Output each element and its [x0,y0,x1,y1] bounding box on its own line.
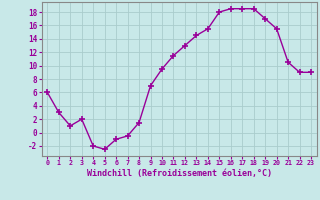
X-axis label: Windchill (Refroidissement éolien,°C): Windchill (Refroidissement éolien,°C) [87,169,272,178]
